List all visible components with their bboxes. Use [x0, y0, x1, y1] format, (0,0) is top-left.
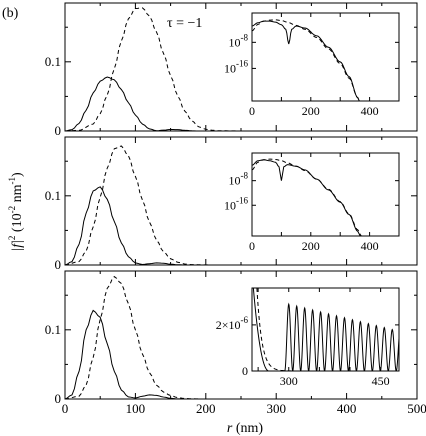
inset-series-solid	[252, 20, 360, 101]
inset-middle: 0 200 400 10-8 10-16	[224, 152, 400, 253]
x-tick-label: 300	[266, 401, 286, 416]
series-solid-top	[65, 76, 417, 131]
inset-bottom: 300 450 0 2×10-6	[216, 287, 400, 388]
series-dashed-middle	[65, 145, 417, 265]
y-tick-label: 0	[55, 123, 62, 138]
x-tick-label: 0	[62, 401, 69, 416]
inset-x-tick-label: 200	[302, 239, 320, 253]
y-axis-label: |f|2 (10-2 nm-1)	[7, 172, 25, 252]
inset-y-tick-label: 10-8	[229, 32, 249, 49]
y-tick-label: 0.1	[45, 322, 61, 337]
inset-x-tick-label: 300	[280, 374, 298, 388]
inset-y-tick-label: 10-8	[229, 171, 249, 188]
inset-series-solid	[252, 288, 399, 371]
inset-y-tick-label: 10-16	[224, 195, 248, 212]
panel-letter: (b)	[2, 6, 19, 21]
panel-bottom: 0 100 200 300 400 500 0 0.1 300 450 0 2×10-6	[45, 270, 426, 416]
y-tick-label: 0	[55, 257, 62, 272]
panel-middle: 0 0.1 0 200 400 10-8 10-16	[45, 136, 418, 272]
inset-y-tick-label: 10-16	[224, 58, 248, 75]
inset-top: 0 200 400 10-8 10-16	[224, 12, 400, 118]
x-tick-label: 500	[407, 401, 426, 416]
inset-frame	[251, 12, 400, 102]
inset-x-tick-label: 450	[372, 374, 390, 388]
panels: 0 0.1 0 200 400 10-8 10-16 0 0.1 0 200 400 10-8 10-16…	[45, 2, 426, 416]
inset-x-tick-label: 400	[361, 239, 379, 253]
y-tick-label: 0	[55, 391, 62, 406]
panel-top: 0 0.1 0 200 400 10-8 10-16	[45, 2, 418, 138]
y-tick-label: 0.1	[45, 188, 61, 203]
series-solid-bottom	[65, 309, 417, 399]
inset-series-dashed	[252, 158, 362, 236]
series-solid-middle	[65, 186, 417, 265]
tau-annotation: τ = −1	[167, 16, 202, 31]
inset-series-dashed	[256, 288, 399, 371]
inset-x-tick-label: 400	[361, 104, 379, 118]
x-axis-label: r (nm)	[227, 421, 264, 436]
inset-series-dashed	[252, 19, 360, 101]
inset-frame	[251, 287, 400, 372]
x-tick-label: 100	[126, 401, 146, 416]
inset-frame	[251, 152, 400, 237]
x-tick-label: 200	[196, 401, 216, 416]
y-tick-label: 0.1	[45, 54, 61, 69]
x-tick-label: 400	[337, 401, 357, 416]
inset-y-tick-label: 2×10-6	[216, 315, 249, 332]
inset-x-tick-label: 0	[249, 239, 255, 253]
inset-x-tick-label: 0	[249, 104, 255, 118]
inset-y-tick-label: 0	[242, 364, 248, 378]
inset-x-tick-label: 200	[302, 104, 320, 118]
